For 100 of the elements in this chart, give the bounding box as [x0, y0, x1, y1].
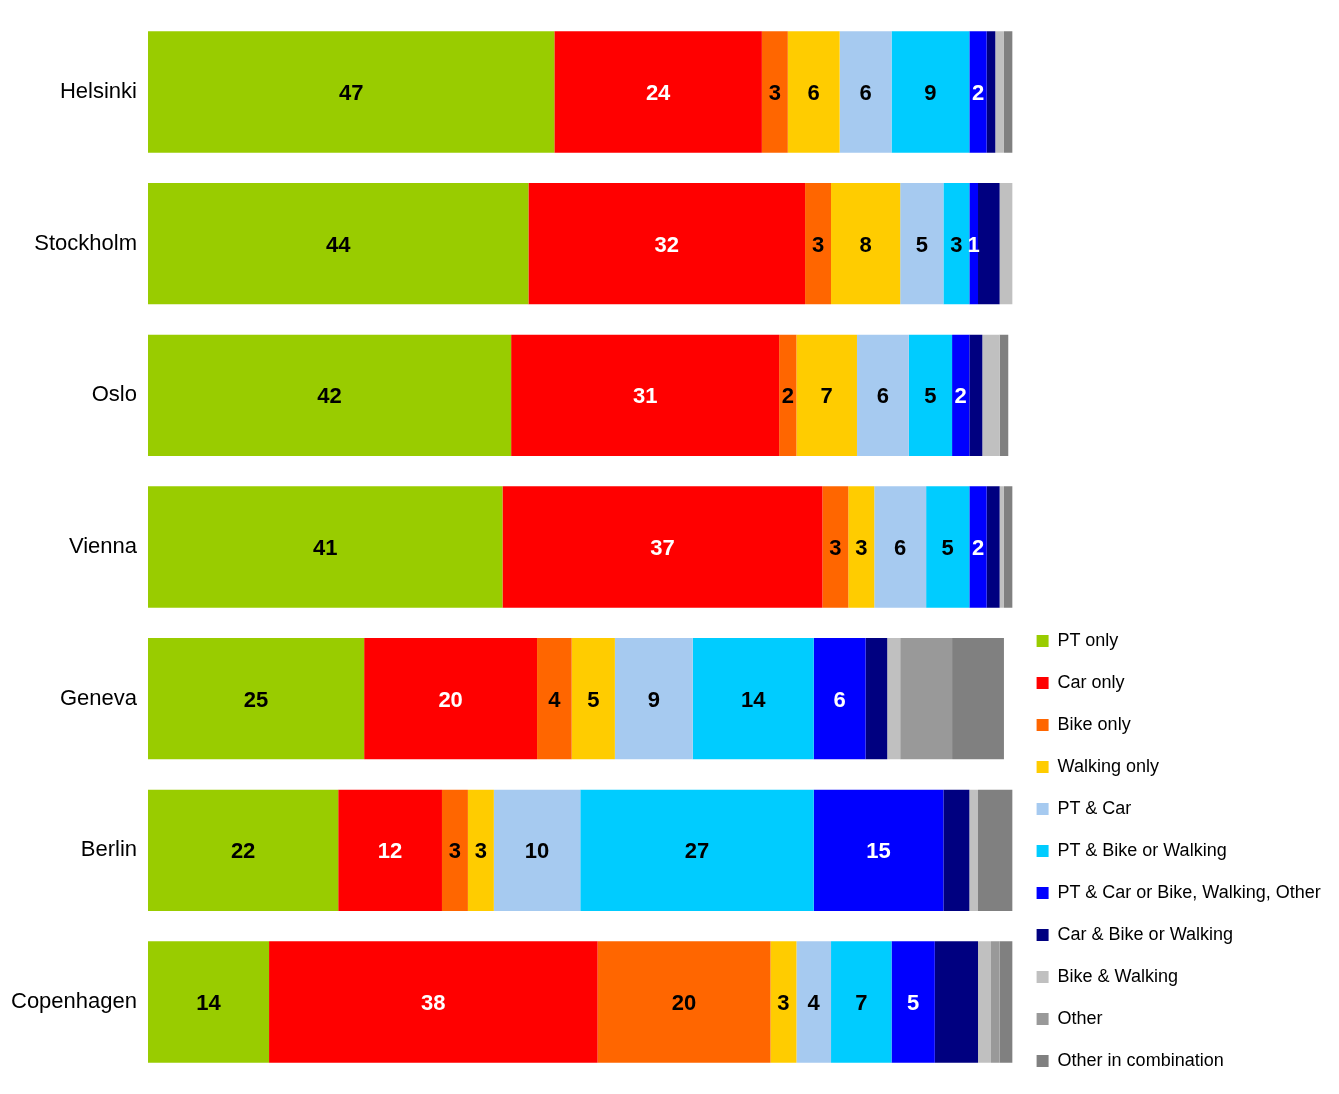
data-label: 3	[768, 80, 781, 106]
data-label: 6	[894, 535, 907, 561]
bar	[969, 486, 987, 608]
data-label: 5	[941, 535, 954, 561]
data-label: 15	[866, 838, 891, 864]
y-tick-label: Copenhagen	[10, 988, 138, 1014]
bar	[571, 637, 615, 760]
bar	[554, 31, 762, 153]
bar	[999, 183, 1013, 305]
y-tick-label: Stockholm	[34, 229, 138, 255]
legend-label: PT only	[1057, 629, 1119, 650]
bar	[887, 637, 901, 760]
data-label: 25	[243, 686, 269, 712]
bar	[1003, 486, 1013, 608]
data-label: 32	[654, 231, 679, 257]
bar	[986, 31, 996, 153]
y-tick-label: Geneva	[59, 684, 138, 710]
bar	[580, 789, 814, 911]
bar	[978, 789, 1013, 911]
bar	[995, 31, 1004, 153]
bar	[338, 789, 442, 911]
bar	[148, 637, 365, 760]
bar	[441, 789, 468, 911]
bar	[493, 789, 581, 911]
data-label: 47	[338, 80, 364, 106]
data-label: 3	[448, 838, 462, 864]
legend-label: Walking only	[1057, 755, 1159, 776]
data-label: 38	[421, 990, 446, 1016]
data-label: 41	[313, 535, 338, 561]
bar	[978, 941, 991, 1063]
data-label: 6	[833, 686, 846, 712]
bar	[990, 941, 1000, 1063]
data-label: 5	[924, 383, 937, 409]
bar	[839, 31, 892, 153]
data-label: 42	[317, 383, 342, 409]
bar	[900, 183, 944, 305]
legend-label: PT & Bike or Walking	[1057, 839, 1227, 860]
bar	[805, 183, 832, 305]
bar	[986, 486, 1000, 608]
data-label: 4	[548, 686, 562, 712]
bar	[528, 183, 806, 305]
data-label: 6	[807, 80, 820, 106]
data-label: 2	[971, 80, 985, 106]
data-label: 5	[587, 686, 600, 712]
data-label: 14	[740, 686, 767, 712]
bar	[1003, 31, 1013, 153]
bar	[874, 486, 927, 608]
bar	[856, 334, 909, 457]
bar	[511, 334, 780, 457]
data-label: 5	[915, 231, 928, 257]
bar	[926, 486, 970, 608]
bar	[692, 637, 814, 760]
data-label: 20	[671, 990, 697, 1016]
bar	[969, 334, 983, 457]
data-label: 44	[325, 231, 352, 257]
bar	[943, 183, 970, 305]
bar	[982, 334, 1000, 457]
bar	[831, 941, 892, 1063]
bar	[502, 486, 823, 608]
legend-label: Bike only	[1057, 713, 1131, 734]
bar	[999, 334, 1009, 457]
y-tick-label: Oslo	[91, 381, 138, 407]
bar	[467, 789, 494, 911]
bar	[597, 941, 771, 1063]
data-label: 3	[950, 231, 963, 257]
data-label: 6	[876, 383, 890, 409]
bar	[952, 334, 970, 457]
data-label: 3	[474, 838, 487, 864]
legend-label: Car only	[1057, 671, 1125, 692]
bar	[787, 31, 840, 153]
bar	[999, 941, 1013, 1063]
bar	[865, 637, 888, 760]
legend-label: Car & Bike or Walking	[1057, 923, 1233, 944]
data-label: 8	[859, 231, 872, 257]
bar	[614, 637, 693, 760]
y-tick-label: Vienna	[68, 533, 138, 559]
bar	[796, 334, 857, 457]
data-label: 3	[777, 990, 790, 1016]
bar	[796, 941, 832, 1063]
bar	[779, 334, 797, 457]
data-label: 2	[781, 383, 794, 409]
bar	[148, 31, 555, 153]
bar	[822, 486, 849, 608]
bar	[761, 31, 788, 153]
bar	[969, 789, 979, 911]
data-label: 3	[829, 535, 842, 561]
bar	[148, 334, 512, 457]
bar	[999, 486, 1004, 608]
data-label: 6	[859, 80, 872, 106]
bar	[831, 183, 901, 305]
bar	[148, 486, 503, 608]
bar	[900, 637, 953, 760]
data-label: 22	[230, 838, 256, 864]
bar	[891, 31, 970, 153]
data-label: 7	[855, 990, 868, 1016]
legend-label: Other	[1057, 1007, 1103, 1028]
bar	[969, 183, 979, 305]
bar	[952, 637, 1004, 760]
bar	[908, 334, 953, 457]
data-label: 10	[524, 838, 550, 864]
